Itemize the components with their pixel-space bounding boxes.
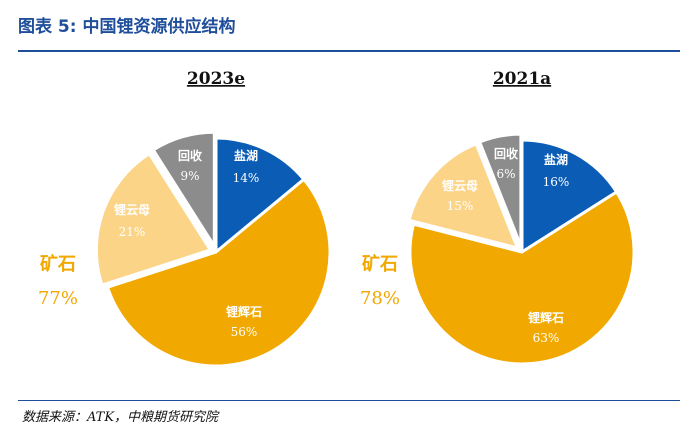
chart-title: 2021a [493, 69, 551, 89]
slice-label-锂云母: 锂云母 [442, 178, 478, 193]
pie-slice-盐湖 [214, 136, 306, 256]
slice-label-回收: 回收 [494, 146, 518, 161]
pie-chart-2023e: 2023e 盐湖 14% 锂辉石 56% 锂云母 21% 回收 9% 矿石 77% [38, 69, 332, 368]
slice-label-盐湖: 盐湖 [544, 152, 568, 167]
pie-slice-锂云母 [407, 141, 520, 251]
pie-chart-2021a: 2021a 盐湖 16% 锂辉石 63% 锂云母 15% 回收 6% 矿石 78% [360, 69, 636, 366]
ore-callout-value: 77% [38, 288, 78, 309]
source-note: 数据来源：ATK，中粮期货研究院 [22, 410, 219, 425]
slice-value-锂辉石: 56% [231, 325, 258, 339]
slice-label-回收: 回收 [178, 148, 202, 163]
slice-label-盐湖: 盐湖 [234, 148, 258, 163]
slice-value-锂云母: 21% [119, 225, 146, 239]
top-rule [18, 50, 680, 52]
slice-label-锂辉石: 锂辉石 [528, 310, 564, 325]
pie-slice-锂辉石 [105, 177, 332, 368]
ore-callout-label: 矿石 [362, 253, 398, 275]
slice-value-回收: 9% [180, 169, 199, 183]
slice-label-锂辉石: 锂辉石 [226, 304, 262, 319]
slice-label-锂云母: 锂云母 [114, 202, 150, 217]
pie-slice-盐湖 [520, 138, 619, 255]
slice-value-回收: 6% [496, 167, 515, 181]
figure-title: 图表 5: 中国锂资源供应结构 [18, 17, 236, 37]
bottom-rule [18, 400, 680, 401]
chart-title: 2023e [187, 69, 245, 89]
slice-value-盐湖: 14% [233, 171, 260, 185]
pie-slice-回收 [151, 130, 216, 252]
ore-callout-value: 78% [360, 288, 400, 309]
ore-callout-label: 矿石 [40, 253, 76, 275]
slice-value-锂辉石: 63% [533, 331, 560, 345]
pie-slice-锂辉石 [408, 189, 636, 366]
slice-value-盐湖: 16% [543, 175, 570, 189]
pie-slice-锂云母 [94, 151, 213, 288]
slice-value-锂云母: 15% [447, 199, 474, 213]
pie-slice-回收 [477, 132, 523, 247]
